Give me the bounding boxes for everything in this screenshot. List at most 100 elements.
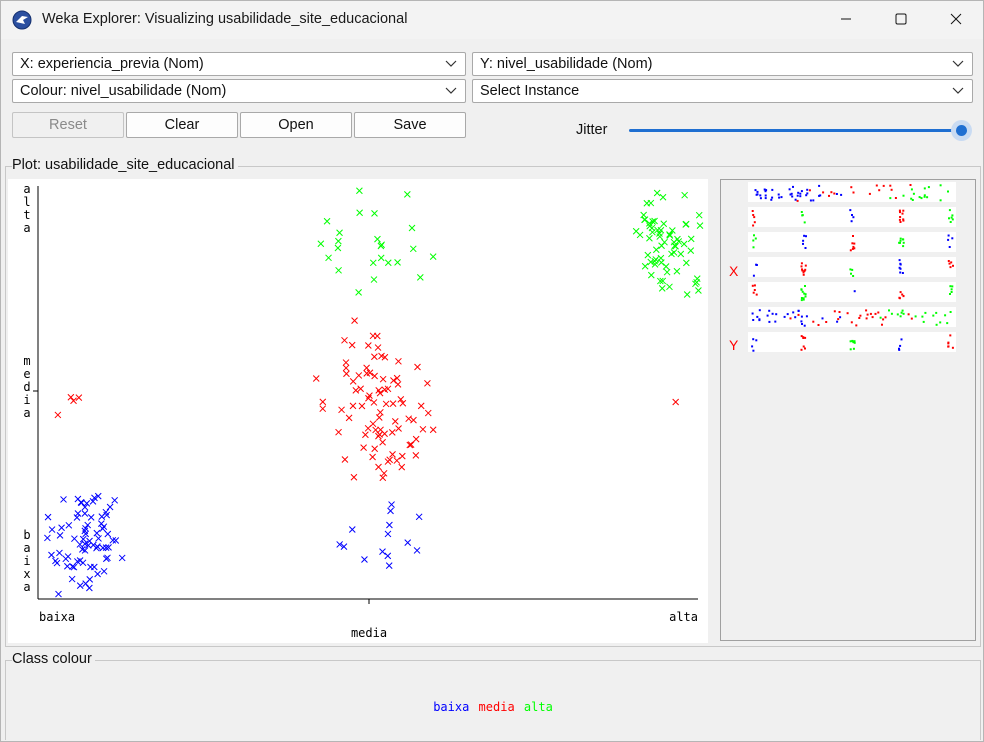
data-point-alta-197[interactable]	[408, 224, 416, 232]
x-axis-select[interactable]: X: experiencia_previa (Nom)	[12, 52, 466, 76]
data-point-media-127[interactable]	[406, 441, 414, 449]
data-point-media-135[interactable]	[371, 445, 379, 453]
data-point-media-128[interactable]	[319, 398, 327, 406]
data-point-baixa-29[interactable]	[62, 555, 70, 563]
data-point-baixa-66[interactable]	[74, 510, 82, 517]
data-point-media-139[interactable]	[349, 378, 357, 385]
data-point-alta-251[interactable]	[632, 227, 640, 235]
data-point-media-121[interactable]	[405, 415, 413, 423]
data-point-baixa-60[interactable]	[56, 549, 63, 557]
colour-select[interactable]: Colour: nivel_usabilidade (Nom)	[12, 79, 466, 103]
data-point-alta-250[interactable]	[692, 280, 699, 288]
data-point-baixa-63[interactable]	[102, 544, 110, 551]
data-point-media-111[interactable]	[379, 474, 387, 482]
data-point-baixa-3[interactable]	[97, 520, 105, 527]
data-point-alta-234[interactable]	[643, 199, 651, 207]
data-point-media-147[interactable]	[355, 372, 363, 379]
data-point-baixa-76[interactable]	[387, 507, 394, 515]
reset-button[interactable]: Reset	[12, 112, 124, 138]
data-point-baixa-20[interactable]	[81, 510, 89, 517]
data-point-alta-263[interactable]	[654, 226, 661, 234]
y-axis-select[interactable]: Y: nivel_usabilidade (Nom)	[472, 52, 973, 76]
data-point-media-167[interactable]	[319, 405, 327, 413]
data-point-media-178[interactable]	[672, 398, 680, 406]
data-point-media-155[interactable]	[390, 377, 397, 384]
data-point-baixa-17[interactable]	[84, 521, 92, 529]
data-point-media-110[interactable]	[397, 395, 405, 403]
data-point-media-96[interactable]	[407, 441, 415, 448]
data-point-baixa-85[interactable]	[340, 543, 348, 550]
data-point-media-163[interactable]	[363, 364, 370, 372]
data-point-alta-240[interactable]	[666, 232, 674, 239]
data-point-media-105[interactable]	[382, 400, 390, 408]
data-point-media-97[interactable]	[374, 344, 382, 351]
data-point-alta-186[interactable]	[356, 187, 363, 195]
data-point-baixa-86[interactable]	[386, 521, 393, 529]
data-point-alta-214[interactable]	[673, 267, 681, 275]
data-point-baixa-68[interactable]	[63, 562, 71, 570]
data-point-media-117[interactable]	[364, 342, 372, 349]
data-point-baixa-44[interactable]	[87, 563, 94, 571]
data-point-alta-191[interactable]	[355, 289, 362, 296]
data-point-media-122[interactable]	[410, 416, 417, 424]
data-point-baixa-70[interactable]	[98, 513, 106, 520]
data-point-media-149[interactable]	[412, 435, 420, 443]
data-point-baixa-5[interactable]	[71, 535, 78, 543]
data-point-alta-196[interactable]	[336, 229, 343, 237]
data-point-baixa-16[interactable]	[55, 590, 62, 598]
data-point-baixa-78[interactable]	[413, 547, 421, 554]
data-point-baixa-15[interactable]	[99, 525, 107, 533]
data-point-media-172[interactable]	[362, 431, 369, 439]
data-point-baixa-19[interactable]	[104, 530, 112, 538]
data-point-baixa-43[interactable]	[86, 537, 93, 545]
data-point-alta-207[interactable]	[656, 277, 664, 285]
data-point-alta-261[interactable]	[657, 254, 665, 262]
data-point-baixa-4[interactable]	[82, 580, 90, 587]
data-point-alta-211[interactable]	[693, 275, 701, 283]
data-point-alta-266[interactable]	[652, 246, 660, 254]
data-point-alta-183[interactable]	[325, 254, 332, 262]
data-point-alta-206[interactable]	[696, 222, 704, 229]
data-point-media-148[interactable]	[341, 336, 348, 344]
minimize-button[interactable]	[821, 1, 871, 37]
data-point-alta-239[interactable]	[651, 261, 659, 268]
data-point-media-106[interactable]	[424, 379, 431, 387]
data-point-alta-198[interactable]	[335, 237, 342, 245]
data-point-media-162[interactable]	[351, 317, 358, 325]
data-point-media-99[interactable]	[393, 457, 401, 464]
data-point-alta-192[interactable]	[377, 254, 385, 262]
data-point-baixa-26[interactable]	[89, 497, 97, 505]
data-point-baixa-34[interactable]	[53, 559, 61, 567]
data-point-baixa-6[interactable]	[112, 537, 120, 544]
data-point-baixa-84[interactable]	[415, 513, 423, 521]
data-point-alta-180[interactable]	[394, 258, 401, 266]
attribute-bar-0[interactable]	[748, 182, 956, 202]
data-point-baixa-77[interactable]	[385, 562, 393, 569]
data-point-media-138[interactable]	[389, 451, 396, 458]
data-point-alta-248[interactable]	[646, 220, 653, 227]
data-point-media-137[interactable]	[369, 332, 377, 340]
data-point-media-140[interactable]	[366, 369, 374, 377]
data-point-alta-258[interactable]	[682, 259, 690, 267]
data-point-media-90[interactable]	[54, 411, 62, 419]
data-point-alta-242[interactable]	[646, 234, 653, 242]
data-point-alta-184[interactable]	[384, 259, 392, 267]
data-point-baixa-32[interactable]	[118, 554, 126, 562]
data-point-media-166[interactable]	[345, 414, 353, 422]
data-point-media-171[interactable]	[384, 458, 392, 465]
data-point-alta-190[interactable]	[409, 245, 417, 253]
data-point-media-142[interactable]	[399, 399, 407, 407]
clear-button[interactable]: Clear	[126, 112, 238, 138]
data-point-media-152[interactable]	[391, 418, 399, 425]
data-point-baixa-48[interactable]	[109, 536, 117, 544]
data-point-baixa-35[interactable]	[76, 541, 84, 548]
data-point-baixa-81[interactable]	[361, 556, 368, 563]
data-point-alta-200[interactable]	[335, 266, 342, 274]
data-point-baixa-72[interactable]	[86, 584, 93, 592]
data-point-media-168[interactable]	[376, 389, 384, 397]
data-point-alta-224[interactable]	[668, 227, 676, 234]
select-instance[interactable]: Select Instance	[472, 79, 973, 103]
data-point-media-176[interactable]	[381, 353, 389, 361]
data-point-baixa-18[interactable]	[44, 513, 52, 521]
data-point-alta-210[interactable]	[670, 249, 678, 256]
